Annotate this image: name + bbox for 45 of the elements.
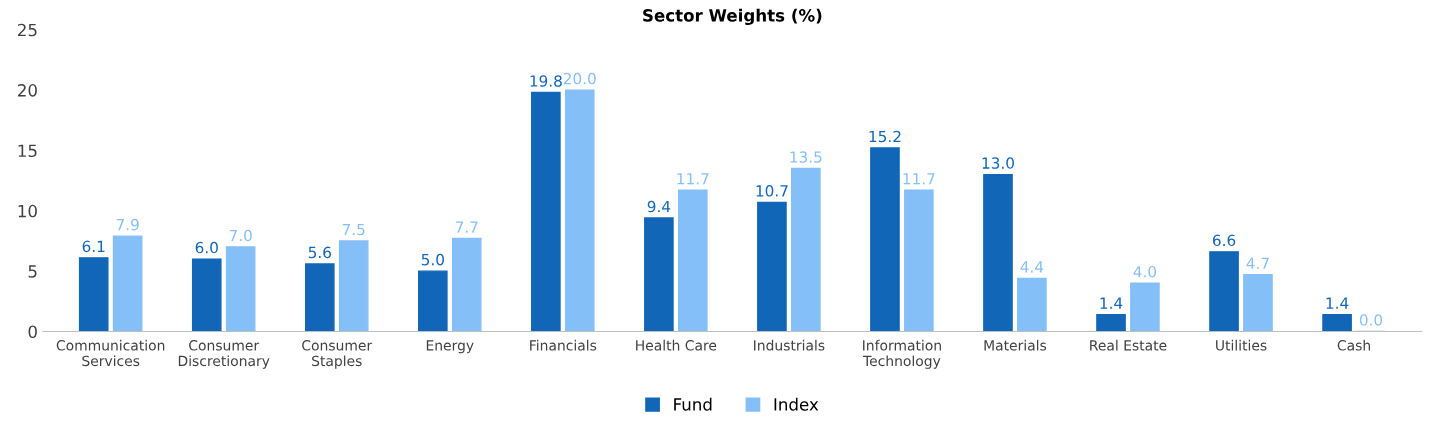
y-tick-label: 15 xyxy=(18,144,37,158)
y-tick-label: 10 xyxy=(18,204,37,218)
data-label: 19.8 xyxy=(530,75,562,87)
data-label: 0.0 xyxy=(1359,314,1383,326)
data-label: 4.7 xyxy=(1246,257,1269,269)
data-label: 5.6 xyxy=(308,246,331,259)
data-label: 1.4 xyxy=(1100,297,1123,309)
data-label: 1.4 xyxy=(1326,297,1349,309)
data-label: 11.7 xyxy=(677,173,709,185)
legend-label: Fund xyxy=(674,397,712,411)
data-label: 9.4 xyxy=(647,200,671,213)
data-label: 5.0 xyxy=(421,253,444,266)
x-tick-label: Cash xyxy=(1337,339,1370,351)
y-tick-label: 0 xyxy=(28,325,37,339)
data-label: 15.2 xyxy=(869,130,901,143)
data-label: 10.7 xyxy=(756,185,788,197)
y-tick-label: 5 xyxy=(28,265,37,278)
data-label: 7.0 xyxy=(229,229,252,242)
data-label: 20.0 xyxy=(563,72,596,85)
data-label: 13.5 xyxy=(790,151,822,163)
x-tick-label: Health Care xyxy=(636,339,717,351)
data-label: 4.0 xyxy=(1133,265,1157,278)
x-tick-label: Energy xyxy=(426,340,474,354)
x-tick-label: Real Estate xyxy=(1090,339,1167,351)
data-label: 13.0 xyxy=(982,157,1014,169)
y-tick-label: 25 xyxy=(18,23,37,37)
x-tick-label: Materials xyxy=(984,339,1047,351)
data-label: 7.9 xyxy=(116,218,139,231)
chart-title: Sector Weights (%) xyxy=(643,8,822,26)
x-tick-label: Communication Services xyxy=(56,339,165,367)
legend-label: Index xyxy=(774,397,819,411)
x-tick-label: Consumer Staples xyxy=(302,340,373,369)
data-label: 6.6 xyxy=(1212,234,1236,247)
x-tick-label: Financials xyxy=(530,339,597,351)
x-tick-label: Information Technology xyxy=(862,339,941,369)
data-label: 6.0 xyxy=(195,241,218,254)
data-label: 7.5 xyxy=(342,223,365,236)
x-tick-label: Industrials xyxy=(754,339,825,351)
x-tick-label: Utilities xyxy=(1216,339,1267,351)
data-label: 11.7 xyxy=(903,173,935,185)
data-label: 4.4 xyxy=(1020,261,1044,273)
data-label: 7.7 xyxy=(455,221,478,233)
data-label: 6.1 xyxy=(82,240,105,253)
x-tick-label: Consumer Discretionary xyxy=(178,340,270,369)
y-tick-label: 20 xyxy=(18,84,37,97)
